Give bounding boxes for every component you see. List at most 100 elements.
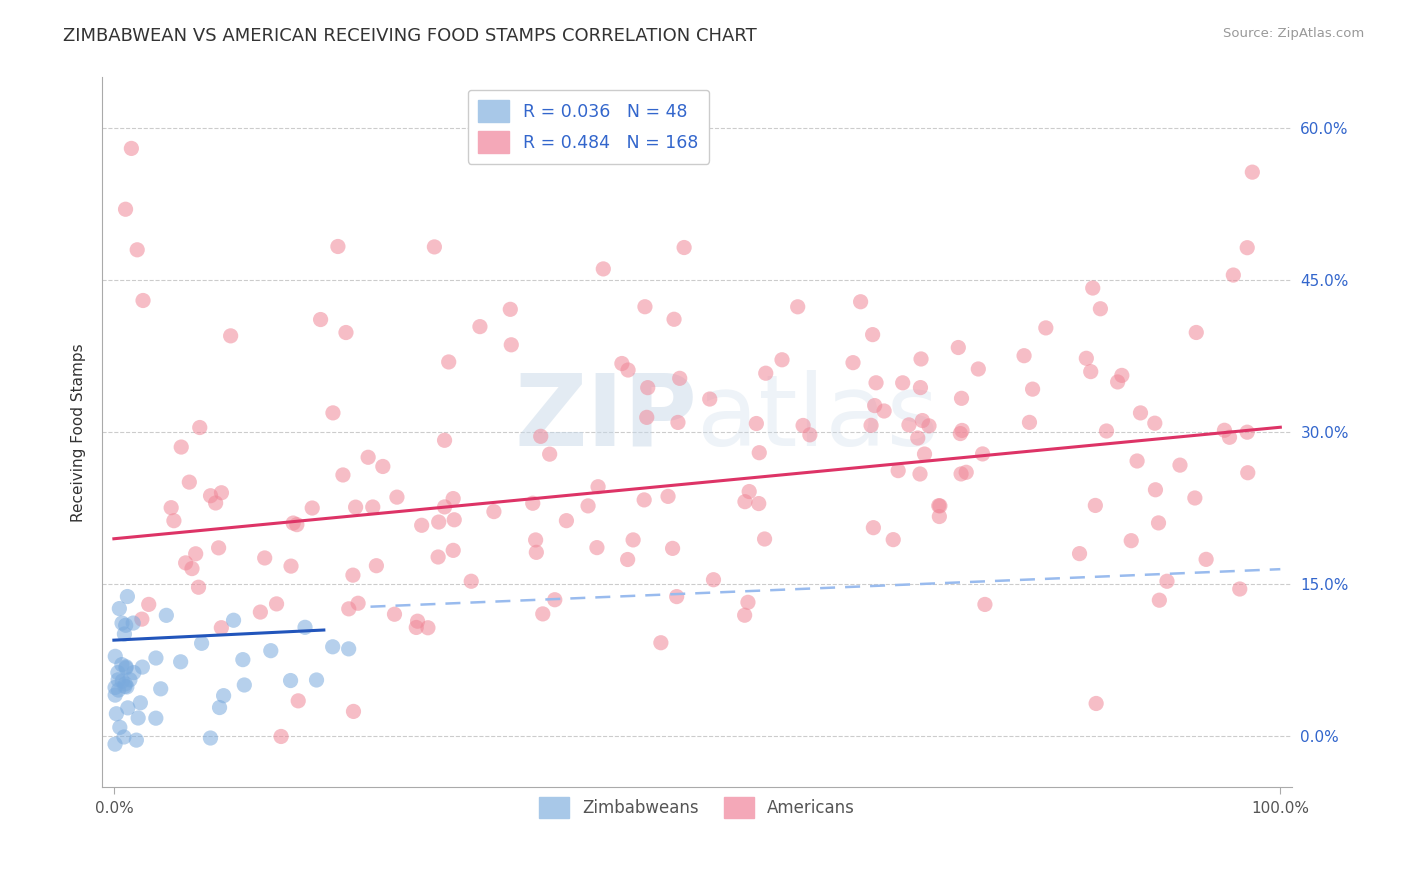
Point: [209, 485, 232, 500]
Point: [433, 500, 456, 514]
Point: [910, 351, 932, 366]
Point: [335, 326, 357, 340]
Point: [748, 497, 770, 511]
Point: [1018, 416, 1040, 430]
Point: [849, 294, 872, 309]
Point: [665, 590, 688, 604]
Point: [657, 489, 679, 503]
Point: [266, 597, 288, 611]
Point: [190, 636, 212, 650]
Point: [155, 608, 177, 623]
Point: [863, 399, 886, 413]
Point: [111, 615, 134, 630]
Point: [112, 730, 135, 744]
Point: [122, 665, 145, 680]
Point: [673, 240, 696, 254]
Point: [1143, 416, 1166, 430]
Point: [617, 363, 640, 377]
Point: [616, 552, 638, 566]
Point: [770, 352, 793, 367]
Point: [914, 447, 936, 461]
Point: [891, 376, 914, 390]
Point: [907, 431, 929, 445]
Point: [416, 621, 439, 635]
Point: [786, 300, 808, 314]
Point: [309, 312, 332, 326]
Point: [114, 677, 136, 691]
Point: [104, 681, 127, 695]
Point: [1236, 241, 1258, 255]
Point: [342, 568, 364, 582]
Point: [322, 640, 344, 654]
Point: [212, 689, 235, 703]
Point: [114, 202, 136, 217]
Point: [531, 607, 554, 621]
Point: [887, 464, 910, 478]
Point: [501, 338, 523, 352]
Point: [967, 362, 990, 376]
Point: [181, 561, 204, 575]
Point: [873, 404, 896, 418]
Point: [862, 521, 884, 535]
Point: [149, 681, 172, 696]
Point: [326, 239, 349, 253]
Point: [122, 615, 145, 630]
Point: [145, 651, 167, 665]
Point: [1156, 574, 1178, 589]
Point: [621, 533, 644, 547]
Point: [1241, 165, 1264, 179]
Point: [1012, 349, 1035, 363]
Point: [792, 418, 814, 433]
Point: [117, 590, 139, 604]
Text: atlas: atlas: [697, 369, 939, 467]
Point: [799, 427, 821, 442]
Point: [882, 533, 904, 547]
Text: Source: ZipAtlas.com: Source: ZipAtlas.com: [1223, 27, 1364, 40]
Point: [1218, 430, 1240, 444]
Point: [650, 636, 672, 650]
Point: [138, 598, 160, 612]
Point: [104, 649, 127, 664]
Point: [1144, 483, 1167, 497]
Point: [522, 496, 544, 510]
Point: [305, 673, 328, 687]
Point: [737, 595, 759, 609]
Point: [115, 659, 138, 673]
Point: [108, 720, 131, 734]
Point: [1121, 533, 1143, 548]
Point: [524, 533, 547, 547]
Point: [111, 657, 134, 672]
Point: [332, 467, 354, 482]
Point: [1095, 424, 1118, 438]
Point: [188, 420, 211, 434]
Point: [1184, 491, 1206, 505]
Point: [544, 592, 567, 607]
Point: [441, 491, 464, 506]
Legend: Zimbabweans, Americans: Zimbabweans, Americans: [533, 790, 862, 825]
Point: [524, 545, 547, 559]
Point: [1081, 281, 1104, 295]
Point: [427, 549, 450, 564]
Point: [118, 673, 141, 687]
Point: [842, 356, 865, 370]
Point: [1021, 382, 1043, 396]
Point: [661, 541, 683, 556]
Point: [972, 447, 994, 461]
Point: [411, 518, 433, 533]
Point: [366, 558, 388, 573]
Point: [555, 514, 578, 528]
Point: [636, 410, 658, 425]
Point: [107, 673, 129, 687]
Point: [111, 674, 134, 689]
Point: [104, 737, 127, 751]
Point: [738, 484, 761, 499]
Point: [361, 500, 384, 514]
Point: [1085, 697, 1108, 711]
Point: [441, 543, 464, 558]
Point: [1147, 516, 1170, 530]
Point: [232, 652, 254, 666]
Point: [1222, 268, 1244, 282]
Point: [586, 480, 609, 494]
Point: [610, 357, 633, 371]
Point: [865, 376, 887, 390]
